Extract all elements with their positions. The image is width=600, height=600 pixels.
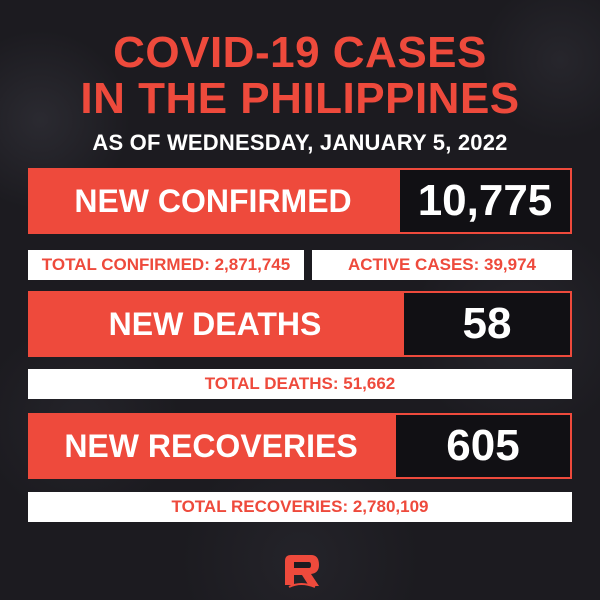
rappler-logo-icon (285, 555, 319, 588)
total-recoveries-pill: TOTAL RECOVERIES: 2,780,109 (28, 492, 572, 522)
new-recoveries-label: NEW RECOVERIES (28, 413, 394, 479)
total-deaths-pill: TOTAL DEATHS: 51,662 (28, 369, 572, 399)
title-line-1: COVID-19 CASES (113, 28, 487, 77)
new-deaths-value: 58 (402, 291, 572, 357)
title-line-2: IN THE PHILIPPINES (80, 74, 520, 123)
new-deaths-row: NEW DEATHS 58 (0, 291, 600, 357)
total-confirmed-pill: TOTAL CONFIRMED: 2,871,745 (28, 250, 304, 280)
new-deaths-label: NEW DEATHS (28, 291, 402, 357)
date-subtitle: AS OF WEDNESDAY, JANUARY 5, 2022 (92, 130, 508, 155)
new-recoveries-value: 605 (394, 413, 572, 479)
new-recoveries-row: NEW RECOVERIES 605 (0, 413, 600, 479)
active-cases-pill: ACTIVE CASES: 39,974 (312, 250, 572, 280)
new-confirmed-label: NEW CONFIRMED (28, 168, 398, 234)
new-confirmed-value: 10,775 (398, 168, 572, 234)
new-confirmed-row: NEW CONFIRMED 10,775 (0, 168, 600, 234)
